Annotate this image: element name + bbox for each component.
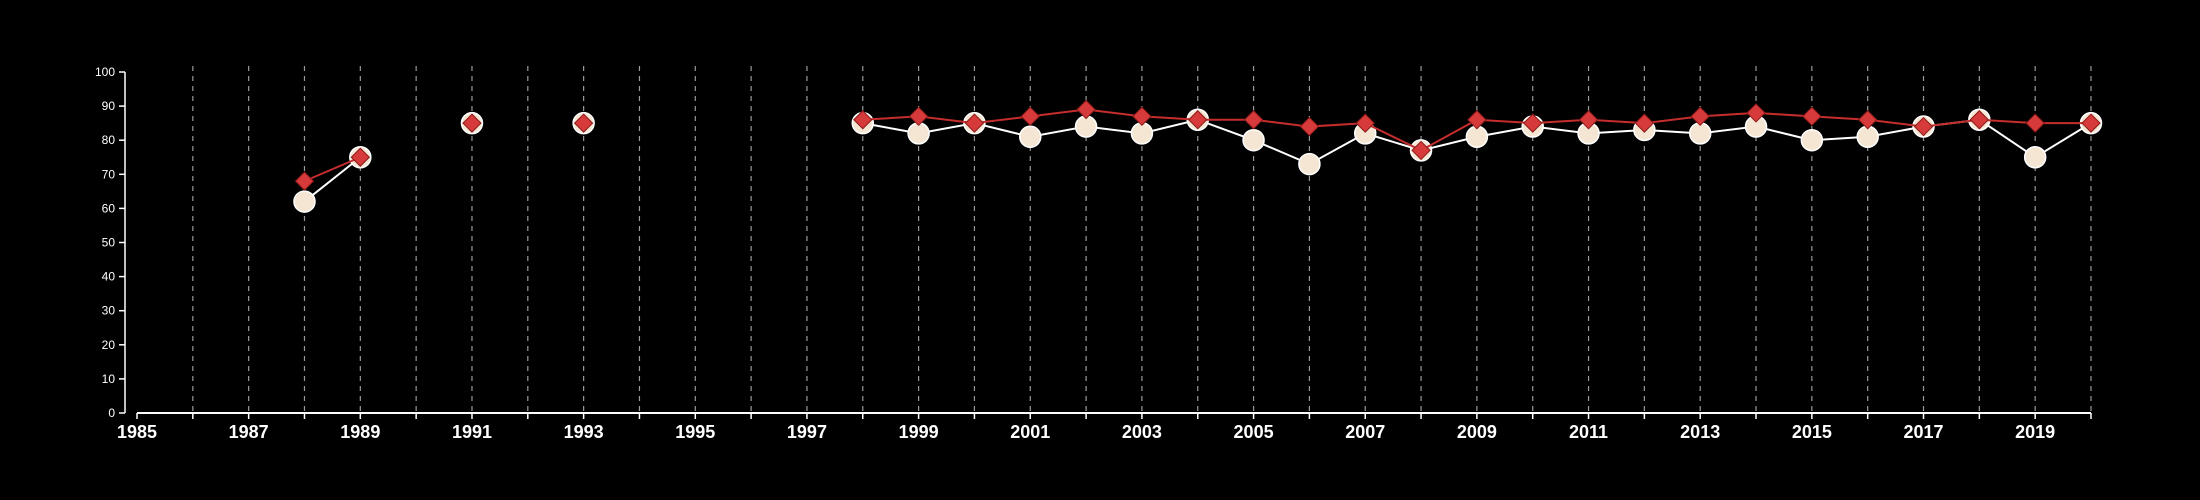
series-2-point-1993 [573,113,594,133]
x-tick-label-2007: 2007 [1345,422,1385,442]
y-tick-label-60: 60 [102,201,116,215]
y-tick-label-100: 100 [95,65,115,79]
series-2-point-2016 [1857,110,1878,130]
series-2-point-1989 [350,147,371,167]
series-2-point-2003 [1132,106,1152,127]
series-2-point-2009 [1467,110,1487,130]
y-tick-label-70: 70 [102,167,116,181]
x-tick-label-2009: 2009 [1457,422,1497,442]
x-tick-label-1993: 1993 [564,422,604,442]
series-2-point-2017 [1913,116,1934,137]
x-tick-label-2013: 2013 [1680,422,1720,442]
y-tick-label-50: 50 [102,236,116,250]
series-2-point-2001 [1020,106,1040,127]
x-tick-label-1985: 1985 [117,422,157,442]
series-2-point-2008 [1411,140,1431,161]
y-tick-label-0: 0 [108,406,115,420]
series-1-point-2001 [1019,125,1042,149]
y-tick-label-90: 90 [102,99,116,113]
y-tick-label-40: 40 [102,270,116,284]
axes: 1985 1987 1989 1991 1993 1995 1997 1999 2001 2003… [95,65,2092,442]
series-2-point-2010 [1523,113,1543,133]
series-2 [294,99,2101,191]
x-tick-label-1991: 1991 [452,422,492,442]
series-1-point-2015 [1800,128,1824,152]
grid-lines [192,66,2092,413]
series-2-point-2004 [1188,110,1208,130]
y-tick-label-80: 80 [102,133,116,147]
series-2-point-1999 [908,106,929,127]
series-1-point-1988 [293,190,316,213]
x-tick-label-1995: 1995 [675,422,715,442]
series-2-point-2005 [1243,110,1264,130]
data-series [293,99,2103,213]
series-2-point-2018 [1969,110,1990,130]
series-2-point-2019 [2025,113,2045,133]
series-2-point-1998 [853,110,873,130]
x-tick-label-2003: 2003 [1122,422,1162,442]
x-tick-label-2019: 2019 [2015,422,2055,442]
series-2-point-2002 [1076,99,1096,120]
x-tick-label-2015: 2015 [1792,422,1832,442]
x-tick-label-1989: 1989 [340,422,380,442]
x-tick-label-2005: 2005 [1234,422,1274,442]
series-2-point-2007 [1355,113,1375,133]
y-tick-label-10: 10 [102,372,116,386]
x-tick-label-2001: 2001 [1010,422,1050,442]
x-tick-label-1987: 1987 [229,422,269,442]
series-2-point-2020 [2081,113,2101,133]
series-2-point-2000 [964,113,985,133]
series-2-line-1 [304,156,361,183]
series-1 [293,108,2103,213]
x-tick-label-2017: 2017 [1903,422,1943,442]
series-2-point-1988 [294,171,315,191]
series-2-point-2014 [1746,103,1766,123]
series-1-line-1 [303,156,361,203]
series-1-point-2006 [1298,152,1321,176]
series-1-point-2019 [2023,146,2047,169]
y-tick-label-30: 30 [102,304,116,318]
x-tick-label-2011: 2011 [1569,422,1608,442]
series-2-point-2006 [1299,116,1320,137]
x-tick-label-1999: 1999 [899,422,939,442]
series-2-point-2011 [1578,110,1599,130]
series-2-point-1991 [462,113,482,133]
x-tick-label-1997: 1997 [787,422,827,442]
y-tick-label-20: 20 [102,338,116,352]
series-2-point-2012 [1634,113,1655,133]
series-1-point-2005 [1242,128,1265,152]
series-2-point-2015 [1802,106,1822,127]
series-2-point-2013 [1690,106,1710,127]
